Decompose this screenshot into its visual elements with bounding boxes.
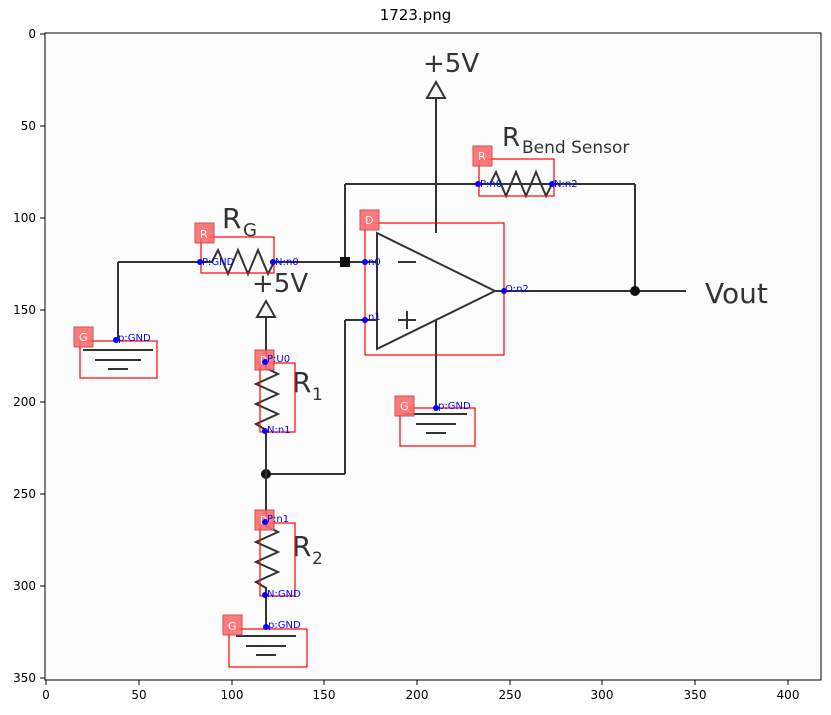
pin-label: n1: [368, 312, 381, 323]
pin-dot: [362, 259, 368, 265]
y-tick-label: 150: [13, 303, 36, 317]
rg-resistor: [200, 247, 275, 277]
rbend-label: R: [502, 123, 520, 153]
component-tag-box: [194, 222, 215, 244]
figure-title: 1723.png: [379, 6, 452, 24]
component-tag-box: [472, 145, 493, 167]
vout-label: Vout: [705, 277, 768, 310]
y-tick-label: 300: [13, 579, 36, 593]
x-tick-label: 100: [221, 688, 244, 702]
pin-dot: [262, 519, 268, 525]
component-bbox: [259, 362, 296, 433]
pin-label: N:n2: [554, 179, 578, 190]
pin-dot: [262, 428, 268, 434]
pin-label: p:GND: [438, 401, 471, 412]
ground-symbol-bottom: [236, 635, 296, 656]
x-axis: 0 50 100 150 200 250 300 350 400: [42, 680, 799, 702]
y-tick-label: 100: [13, 211, 36, 225]
rg-label: R: [222, 202, 241, 235]
component-bbox: [200, 236, 275, 274]
pin-label: N:n0: [275, 257, 299, 268]
r1-sub-label: 1: [312, 385, 323, 405]
pin-dot: [433, 405, 439, 411]
pin-dot: [270, 259, 276, 265]
pin-dot: [262, 592, 268, 598]
pin-label: P:n1: [267, 514, 289, 525]
y-tick-label: 50: [21, 119, 36, 133]
component-tag: G: [79, 331, 88, 344]
ground-symbol-opamp: [405, 413, 467, 434]
image-background: [46, 34, 820, 679]
pin-label: N:n1: [267, 425, 291, 436]
pin-dot: [362, 317, 368, 323]
pin-label: n0: [368, 257, 381, 268]
y-tick-label: 350: [13, 671, 36, 685]
pin-dot: [113, 337, 119, 343]
component-tag: G: [400, 400, 409, 413]
junction-output: [630, 286, 640, 296]
pin-label: p:GND: [268, 620, 301, 631]
junction-node-n0: [340, 257, 350, 267]
pin-label: N:GND: [267, 589, 301, 600]
component-bbox: [259, 522, 296, 597]
x-tick-label: 0: [42, 688, 50, 702]
pin-dot: [549, 181, 555, 187]
r1-resistor: [253, 360, 281, 474]
x-tick-label: 250: [499, 688, 522, 702]
pin-dot: [263, 624, 269, 630]
x-tick-label: 150: [313, 688, 336, 702]
pin-dot: [262, 359, 268, 365]
y-axis: 0 50 100 150 200 250 300 350: [13, 27, 45, 685]
component-tag-box: [73, 326, 94, 348]
vcc-top-label: +5V: [423, 49, 479, 79]
component-tag: R: [200, 228, 208, 241]
y-tick-label: 250: [13, 487, 36, 501]
component-tag: R: [478, 150, 486, 163]
x-tick-label: 350: [684, 688, 707, 702]
component-bbox: [478, 158, 555, 197]
x-tick-label: 50: [131, 688, 146, 702]
bend-sensor-resistor: [478, 169, 560, 199]
pin-label: P:n0: [480, 179, 502, 190]
component-tag-box: [394, 395, 415, 417]
pin-label: O:n2: [505, 284, 529, 295]
component-tag: G: [228, 620, 237, 633]
x-tick-label: 400: [777, 688, 800, 702]
component-tag-box: [359, 209, 380, 231]
r2-label: R: [292, 530, 311, 563]
x-tick-label: 200: [406, 688, 429, 702]
annotation-overlay: R P:GND N:n0 R P:n0 N:n2 D n0 n1 O:n2 R …: [73, 145, 578, 668]
rbend-sub-label: Bend Sensor: [522, 138, 629, 158]
r2-sub-label: 2: [312, 549, 323, 569]
y-tick-label: 0: [28, 27, 36, 41]
ground-symbol-left: [83, 349, 153, 370]
rg-sub-label: G: [243, 220, 257, 241]
pin-label: p:GND: [118, 333, 151, 344]
pin-label: P:U0: [267, 354, 290, 365]
pin-label: P:GND: [202, 257, 235, 268]
pin-dot: [501, 288, 507, 294]
circuit-schematic: +5V R Bend Sensor R G Vout +5: [83, 49, 768, 656]
pin-dot: [475, 181, 481, 187]
vcc-mid-label: +5V: [252, 269, 308, 299]
component-tag-box: [222, 614, 243, 636]
r1-label: R: [292, 366, 311, 399]
component-tag: D: [365, 214, 373, 227]
x-tick-label: 300: [591, 688, 614, 702]
y-tick-label: 200: [13, 395, 36, 409]
pin-dot: [197, 259, 203, 265]
